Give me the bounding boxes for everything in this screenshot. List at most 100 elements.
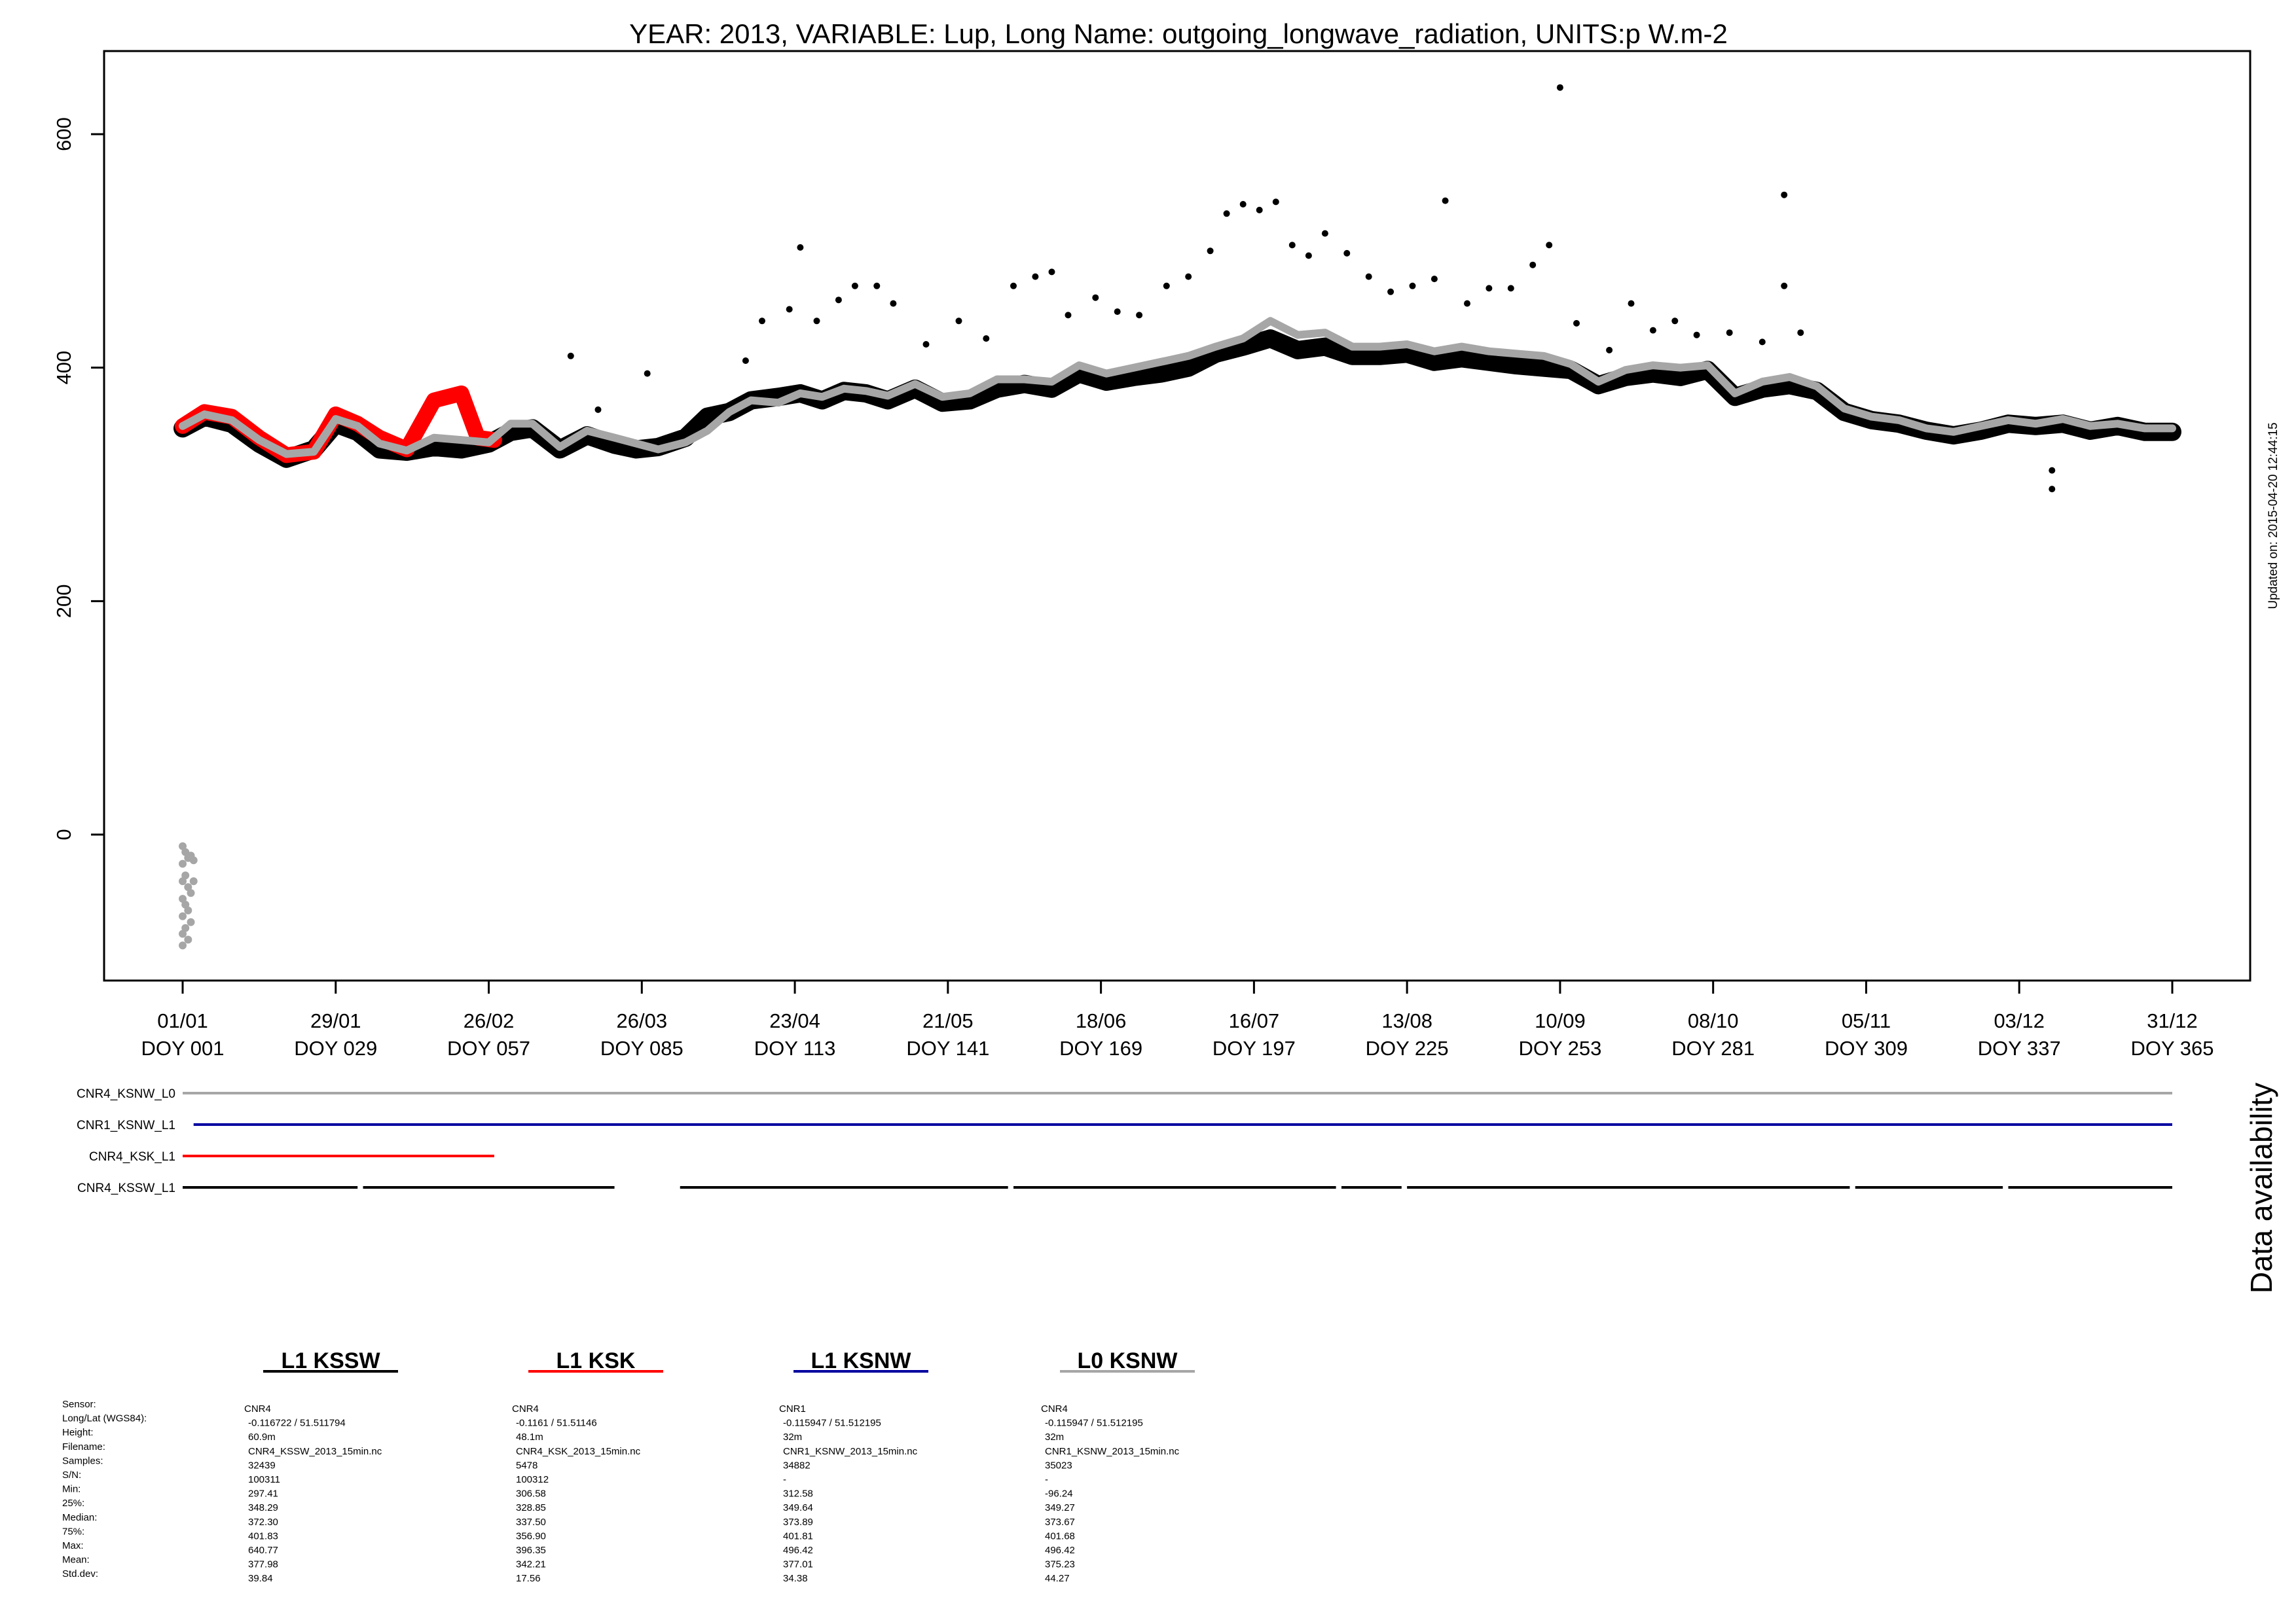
negative-point bbox=[184, 935, 192, 944]
spike-point bbox=[813, 317, 820, 325]
data-point bbox=[1540, 352, 1547, 359]
x-tick-doy: DOY 029 bbox=[294, 1037, 377, 1060]
low-point bbox=[2049, 467, 2056, 474]
spike-point bbox=[1758, 338, 1766, 346]
x-tick-date: 29/01 bbox=[310, 1009, 361, 1032]
info-cell: 337.50 bbox=[516, 1517, 546, 1528]
data-point bbox=[775, 399, 782, 406]
info-cell: CNR4_KSK_2013_15min.nc bbox=[516, 1446, 641, 1457]
data-point bbox=[1376, 352, 1383, 359]
data-point bbox=[966, 389, 974, 397]
x-tick-date: 18/06 bbox=[1076, 1009, 1127, 1032]
info-cell: 349.64 bbox=[783, 1502, 813, 1513]
low-point bbox=[2049, 486, 2056, 493]
data-point bbox=[1430, 358, 1438, 365]
data-availability-label: Data availability bbox=[2244, 1083, 2278, 1293]
info-cell: CNR4 bbox=[512, 1403, 539, 1415]
data-point bbox=[201, 411, 208, 418]
data-point bbox=[1157, 370, 1165, 377]
spike-point bbox=[797, 244, 804, 251]
x-tick-doy: DOY 309 bbox=[1825, 1037, 1908, 1060]
info-row-label: Filename: bbox=[62, 1441, 105, 1453]
negative-point bbox=[179, 877, 187, 886]
data-point bbox=[1923, 425, 1930, 432]
info-cell: CNR1_KSNW_2013_15min.nc bbox=[1045, 1446, 1180, 1457]
spike-point bbox=[1606, 346, 1613, 353]
spike-point bbox=[851, 282, 858, 289]
data-point bbox=[1622, 373, 1630, 380]
info-cell: 5478 bbox=[516, 1460, 538, 1471]
spike-point bbox=[786, 306, 793, 313]
data-point bbox=[611, 441, 618, 448]
x-tick-date: 03/12 bbox=[1994, 1009, 2045, 1032]
data-point bbox=[725, 408, 733, 416]
data-point bbox=[1294, 331, 1302, 338]
data-point bbox=[1103, 378, 1110, 386]
info-row-label: Mean: bbox=[62, 1555, 90, 1566]
spike-point bbox=[1163, 282, 1170, 289]
data-point bbox=[255, 437, 263, 444]
info-cell: 32439 bbox=[248, 1460, 276, 1471]
data-point bbox=[1595, 378, 1602, 386]
negative-point bbox=[179, 941, 187, 950]
info-cell: 34.38 bbox=[783, 1573, 808, 1584]
data-point bbox=[704, 427, 711, 434]
data-point bbox=[797, 389, 804, 397]
x-tick-date: 26/03 bbox=[617, 1009, 668, 1032]
info-cell: 377.98 bbox=[248, 1559, 278, 1570]
spike-point bbox=[1628, 300, 1635, 307]
spike-point bbox=[1464, 300, 1470, 307]
negative-point bbox=[181, 924, 190, 932]
data-point bbox=[228, 416, 236, 424]
data-availability-panel: CNR4_KSNW_L0 CNR1_KSNW_L1 CNR4_KSK_L1 CNR4_… bbox=[77, 1087, 2172, 1195]
info-row-label: Median: bbox=[62, 1512, 97, 1523]
data-point bbox=[1567, 361, 1575, 368]
y-axis: 0 200 400 600 bbox=[52, 117, 104, 840]
data-point bbox=[376, 440, 383, 447]
x-tick-doy: DOY 365 bbox=[2131, 1037, 2214, 1060]
data-point bbox=[1677, 373, 1684, 380]
negative-point bbox=[181, 871, 190, 880]
chart-title: YEAR: 2013, VARIABLE: Lup, Long Name: ou… bbox=[629, 18, 1728, 49]
data-point bbox=[2005, 416, 2012, 424]
spike-point bbox=[1507, 285, 1514, 292]
data-point bbox=[1021, 376, 1028, 383]
data-point bbox=[1404, 350, 1411, 357]
data-point bbox=[1513, 350, 1520, 357]
data-point bbox=[1704, 362, 1711, 369]
data-point bbox=[1212, 350, 1219, 357]
negative-point bbox=[187, 889, 195, 897]
data-point bbox=[529, 420, 536, 427]
data-point bbox=[1157, 358, 1165, 365]
data-point bbox=[1267, 317, 1274, 325]
spike-point bbox=[1546, 242, 1553, 249]
data-point bbox=[1321, 329, 1328, 336]
negative-point bbox=[181, 901, 190, 909]
spike-point bbox=[567, 352, 574, 359]
spike-point bbox=[1781, 191, 1788, 198]
data-point bbox=[1841, 405, 1848, 412]
info-cell: 496.42 bbox=[783, 1545, 813, 1556]
data-point bbox=[1895, 416, 1903, 424]
data-point bbox=[1677, 364, 1684, 371]
x-tick-date: 08/10 bbox=[1688, 1009, 1739, 1032]
info-cell: CNR1 bbox=[779, 1403, 806, 1415]
data-point bbox=[1130, 373, 1137, 380]
data-point bbox=[1649, 362, 1656, 369]
data-point bbox=[1458, 355, 1465, 362]
info-cell: 17.56 bbox=[516, 1573, 541, 1584]
negative-point bbox=[189, 856, 198, 865]
y-tick-label: 200 bbox=[52, 584, 75, 618]
data-point bbox=[633, 440, 640, 447]
data-point bbox=[1076, 362, 1083, 369]
info-cell: 342.21 bbox=[516, 1559, 546, 1570]
info-cell: CNR1_KSNW_2013_15min.nc bbox=[783, 1446, 918, 1457]
spike-point bbox=[1430, 276, 1438, 283]
info-cell: -0.1161 / 51.51146 bbox=[516, 1418, 597, 1429]
data-point bbox=[1485, 358, 1493, 365]
data-point bbox=[1813, 383, 1821, 390]
data-point bbox=[310, 448, 318, 456]
spike-point bbox=[1573, 319, 1580, 327]
info-cell: 100311 bbox=[248, 1474, 280, 1485]
spike-point bbox=[1556, 84, 1563, 91]
